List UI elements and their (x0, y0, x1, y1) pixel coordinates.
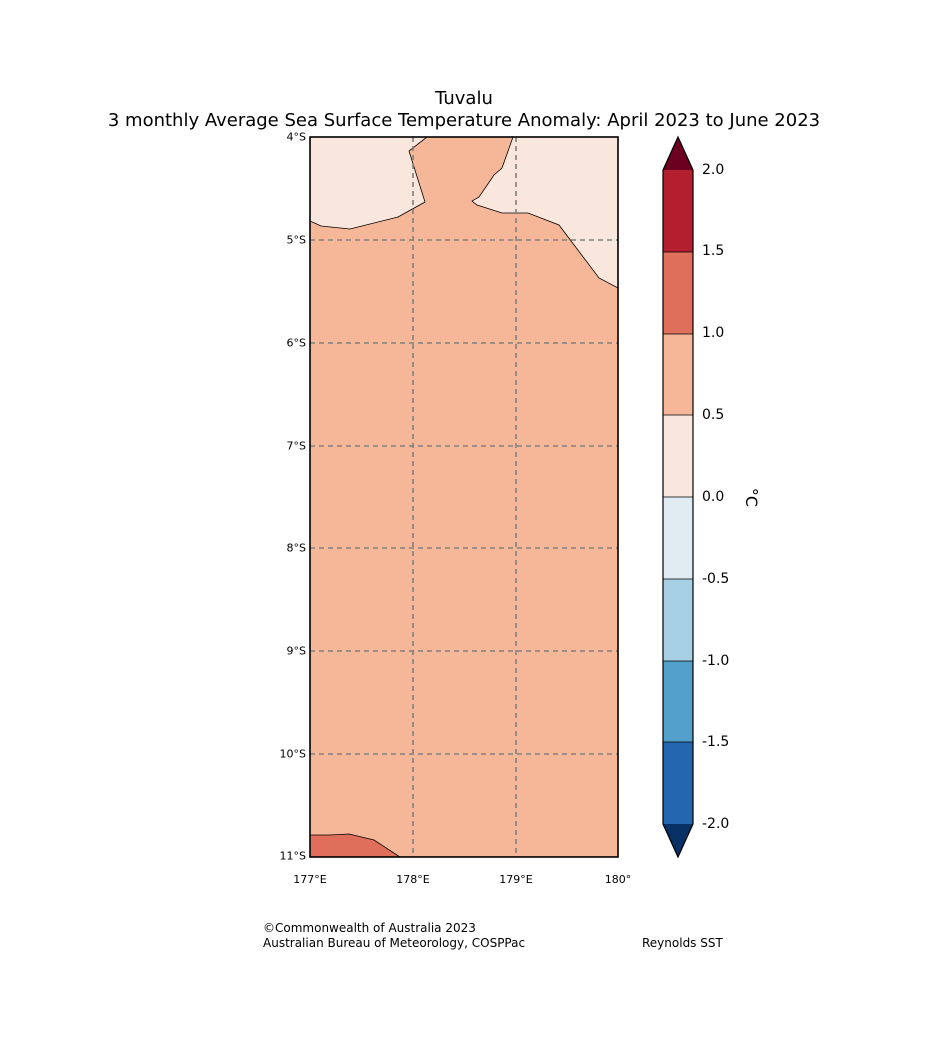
copyright-text: ©Commonwealth of Australia 2023 (263, 921, 476, 935)
lat-label-10s: 10°S (279, 747, 306, 761)
lat-label-7s: 7°S (286, 439, 306, 453)
colorbar-outline (662, 135, 694, 859)
lat-label-8s: 8°S (286, 541, 306, 555)
colorbar-tick-label: 1.5 (702, 243, 725, 259)
lat-label-5s: 5°S (286, 233, 306, 247)
lat-label-6s: 6°S (286, 336, 306, 350)
colorbar-tick-label: -1.0 (702, 653, 730, 669)
map-title: Tuvalu (435, 88, 493, 109)
lat-label-11s: 11°S (279, 849, 306, 863)
lat-label-9s: 9°S (286, 644, 306, 658)
colorbar-unit-label: °C (742, 487, 762, 508)
lon-label-178e: 178°E (396, 873, 430, 886)
anomaly-region-0.5-1.0 (310, 137, 618, 857)
colorbar (662, 135, 694, 859)
colorbar-tick-label: 2.0 (702, 162, 725, 178)
anomaly-region-0.0-0.5-west (309, 136, 429, 230)
lon-label-179e: 179°E (499, 873, 533, 886)
lat-label-4s: 4°S (286, 130, 306, 144)
colorbar-tick-label: 0.0 (702, 489, 725, 505)
lon-label-177e: 177°E (293, 873, 327, 886)
colorbar-tick-label: -1.5 (702, 734, 730, 750)
colorbar-band-0.0-0.5 (663, 415, 693, 497)
map-frame (309, 136, 619, 858)
colorbar-band-neg1.5-neg1.0 (663, 661, 693, 742)
colorbar-tick-label: -2.0 (702, 816, 730, 832)
colorbar-tick-label: -0.5 (702, 571, 730, 587)
organization-text: Australian Bureau of Meteorology, COSPPa… (263, 936, 526, 950)
colorbar-tick-label: 1.0 (702, 325, 725, 341)
colorbar-band-neg0.5-0.0 (663, 497, 693, 579)
colorbar-band-1.0-1.5 (663, 252, 693, 334)
gridlines (310, 137, 618, 857)
lon-label-180: 180° (604, 873, 632, 886)
colorbar-band-neg1.0-neg0.5 (663, 579, 693, 661)
colorbar-tick-label: 0.5 (702, 407, 725, 423)
data-source-text: Reynolds SST (642, 936, 723, 950)
colorbar-band-1.5-2.0 (663, 170, 693, 252)
colorbar-under-triangle (663, 824, 693, 857)
colorbar-band-neg2.0-neg1.5 (663, 742, 693, 824)
colorbar-band-0.5-1.0 (663, 334, 693, 415)
colorbar-over-triangle (663, 137, 693, 170)
map-subtitle: 3 monthly Average Sea Surface Temperatur… (107, 110, 821, 131)
